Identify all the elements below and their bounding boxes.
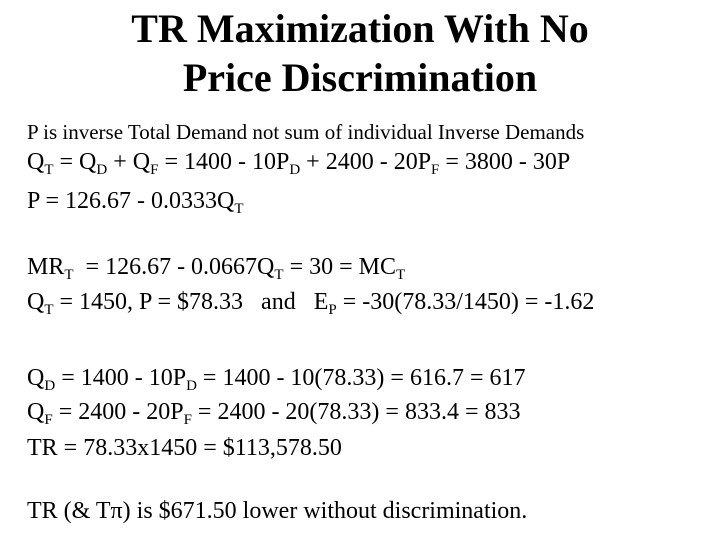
subscript: D	[186, 378, 197, 394]
slide-title: Price Discrimination	[182, 55, 538, 100]
text-run: P is inverse Total Demand not sum of ind…	[27, 120, 585, 144]
text-line: QT = 1450, P = $78.33 and EP = -30(78.33…	[27, 288, 595, 318]
subscript: D	[96, 162, 108, 178]
text-line: MRT = 126.67 - 0.0667QT = 30 = MCT	[27, 253, 406, 283]
text-line: P = 126.67 - 0.0333QT	[27, 187, 244, 217]
text-line: P is inverse Total Demand not sum of ind…	[27, 118, 584, 146]
slide-title: TR Maximization With No	[131, 6, 589, 51]
text-run: P = 126.67 - 0.0333Q	[27, 188, 235, 214]
subscript: F	[431, 162, 440, 178]
text-run: = 2400 - 20P	[52, 399, 184, 425]
text-run: = 1400 - 10P	[158, 149, 290, 175]
subscript: T	[64, 267, 74, 283]
subscript: T	[234, 201, 244, 217]
subscript: F	[150, 162, 159, 178]
subscript: F	[44, 412, 53, 428]
text-run: Q	[27, 399, 45, 425]
text-run: = -30(78.33/1450) = -1.62	[336, 289, 595, 315]
text-run: MR	[27, 254, 65, 280]
subscript: T	[44, 162, 54, 178]
text-run: TR = 78.33x1450 = $113,578.50	[27, 435, 342, 461]
text-run: = 1450, P = $78.33 and E	[53, 289, 329, 315]
text-run: Q	[27, 365, 45, 391]
text-run: + Q	[107, 149, 151, 175]
text-run: = 126.67 - 0.0667Q	[73, 254, 275, 280]
text-line: QF = 2400 - 20PF = 2400 - 20(78.33) = 83…	[27, 398, 521, 428]
text-run: = Q	[53, 149, 97, 175]
subscript: P	[328, 302, 337, 318]
subscript: T	[395, 267, 406, 283]
subscript: T	[274, 267, 284, 283]
text-line: QD = 1400 - 10PD = 1400 - 10(78.33) = 61…	[27, 364, 526, 394]
subscript: T	[44, 302, 54, 318]
text-run: = 2400 - 20(78.33) = 833.4 = 833	[191, 399, 521, 425]
text-line: TR (& Tπ) is $671.50 lower without discr…	[27, 497, 527, 525]
text-run: + 2400 - 20P	[300, 149, 432, 175]
text-run: Q	[27, 149, 45, 175]
text-run: TR (& Tπ) is $671.50 lower without discr…	[27, 498, 528, 524]
text-run: Q	[27, 289, 45, 315]
text-run: = 1400 - 10(78.33) = 616.7 = 617	[196, 365, 526, 391]
text-run: = 3800 - 30P	[439, 149, 571, 175]
text-line: QT = QD + QF = 1400 - 10PD + 2400 - 20PF…	[27, 148, 571, 178]
subscript: F	[183, 412, 192, 428]
text-line: TR = 78.33x1450 = $113,578.50	[27, 434, 342, 462]
text-run: = 30 = MC	[283, 254, 396, 280]
subscript: D	[289, 162, 301, 178]
subscript: D	[44, 378, 56, 394]
text-run: = 1400 - 10P	[55, 365, 187, 391]
